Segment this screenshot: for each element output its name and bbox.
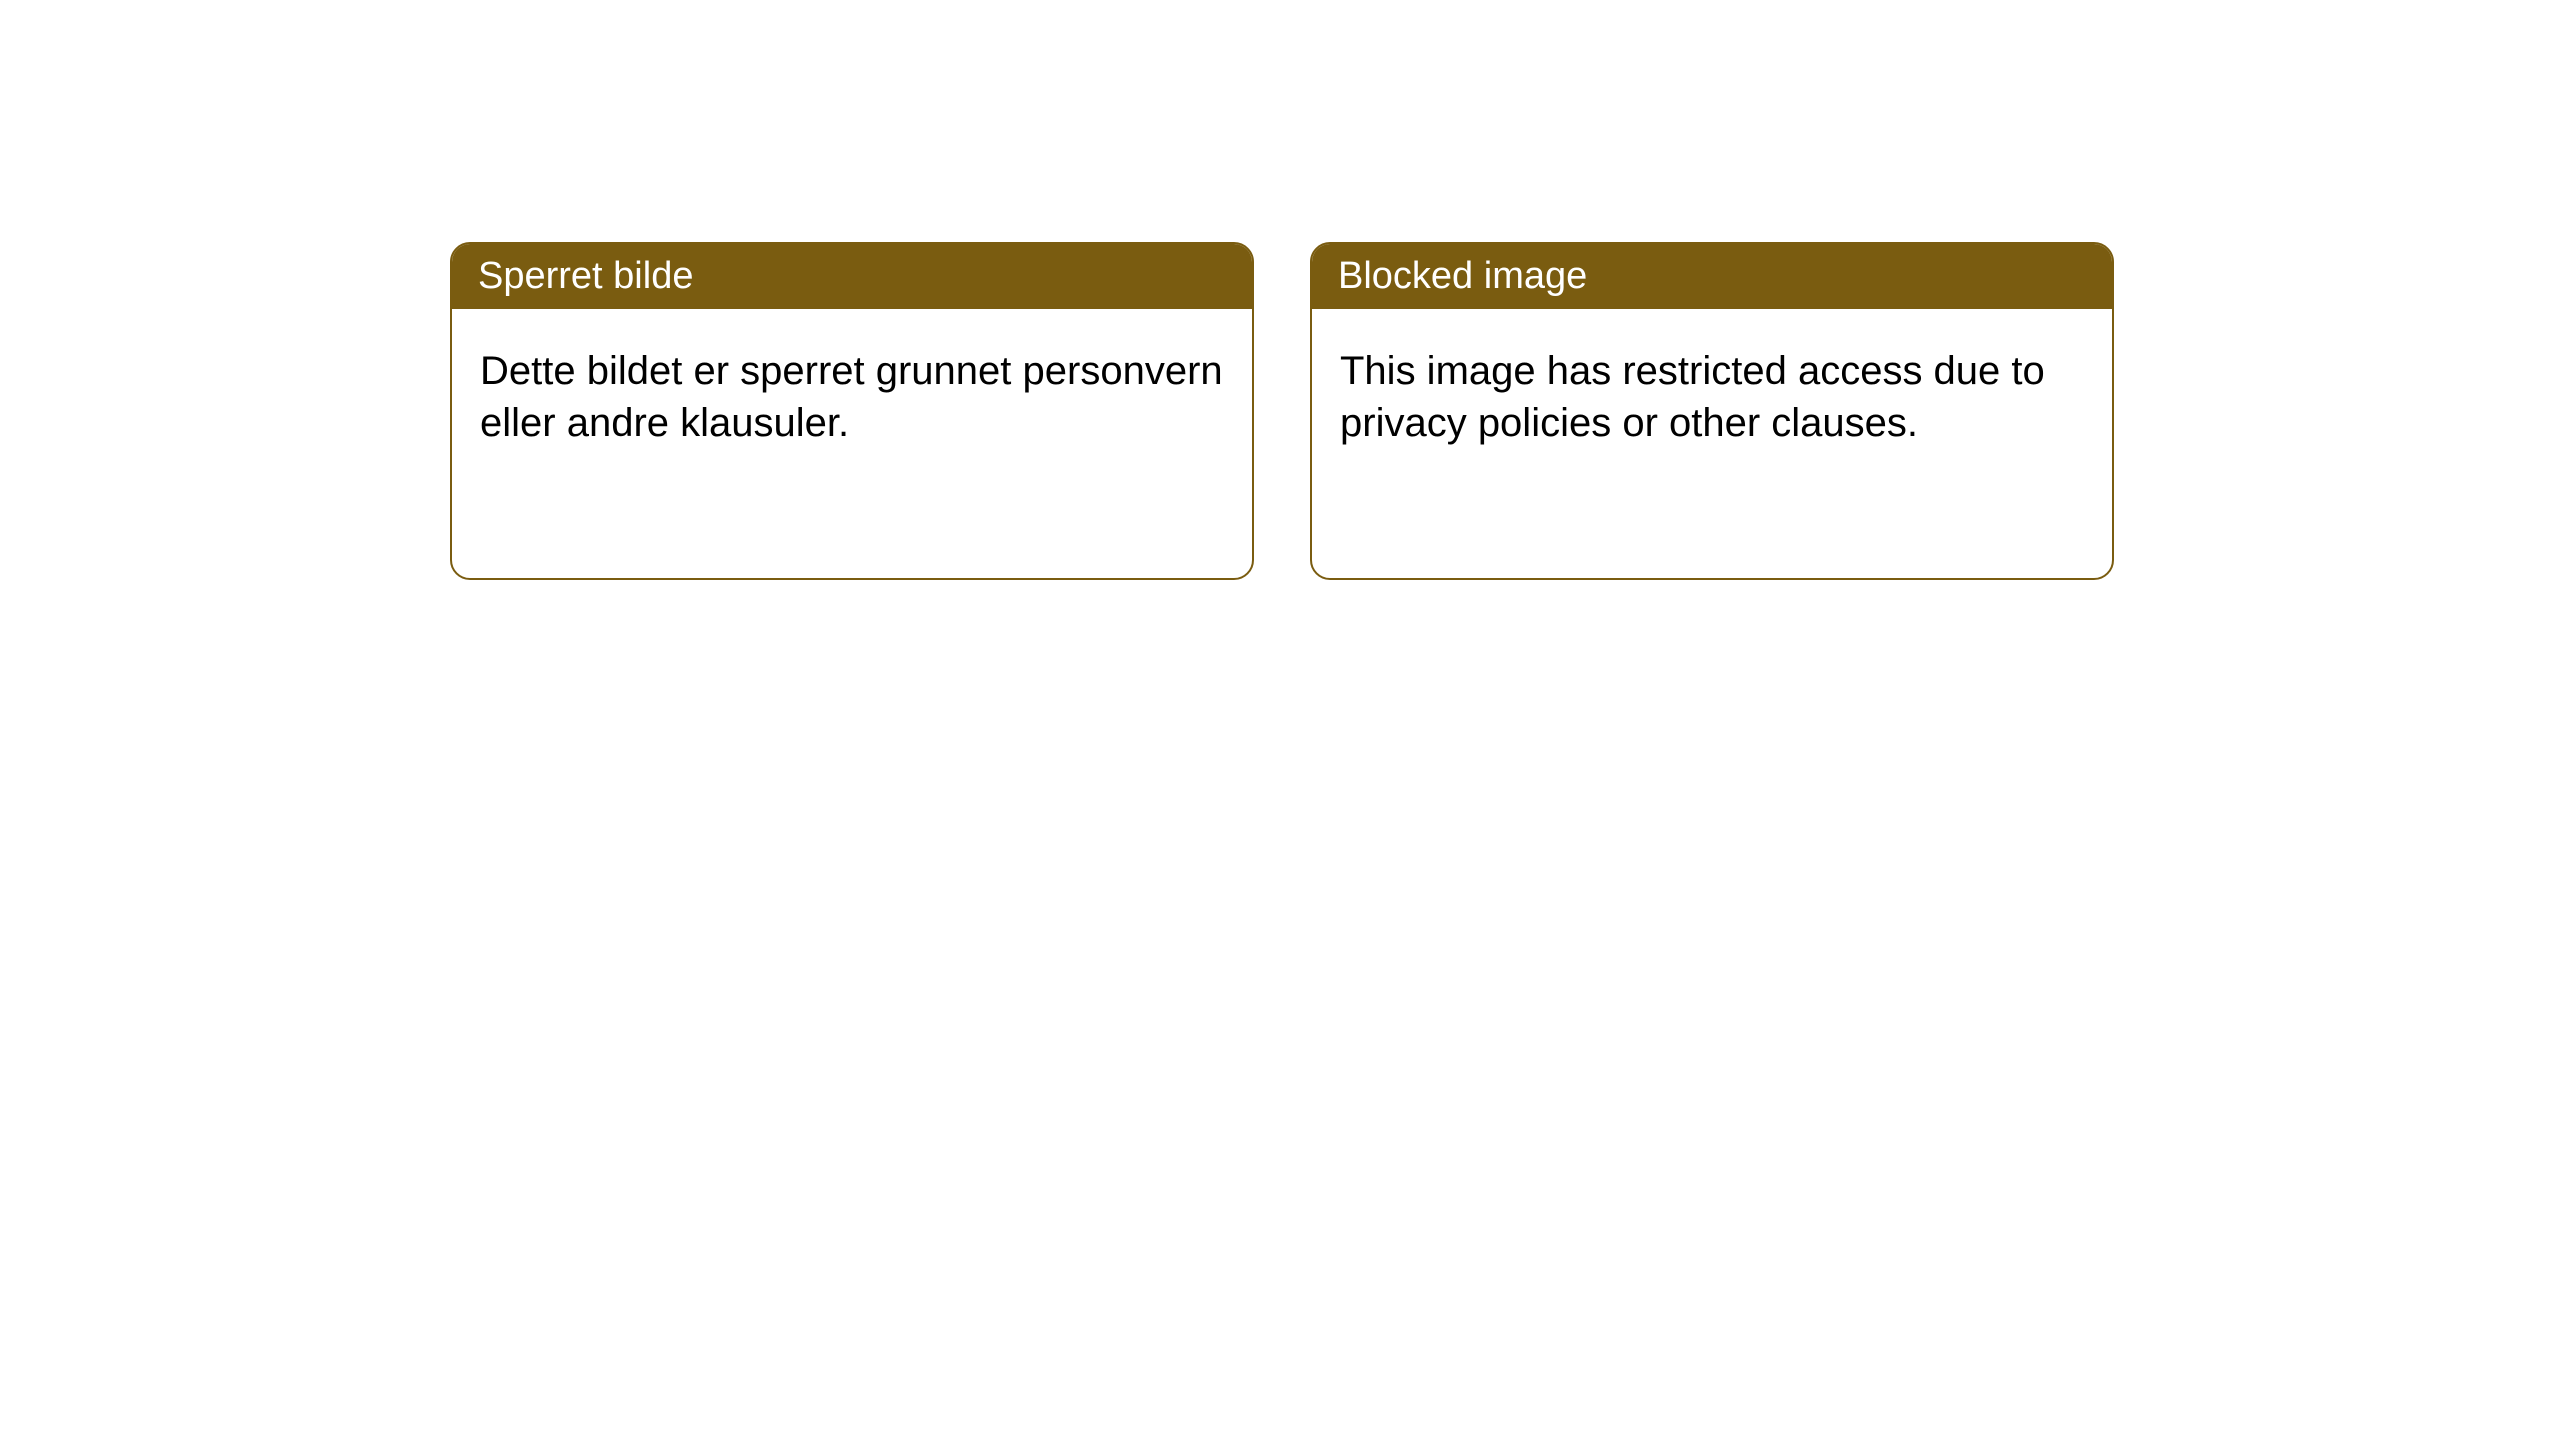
- card-body-no: Dette bildet er sperret grunnet personve…: [452, 309, 1252, 485]
- notice-container: Sperret bilde Dette bildet er sperret gr…: [0, 0, 2560, 580]
- card-body-en: This image has restricted access due to …: [1312, 309, 2112, 485]
- card-header-en: Blocked image: [1312, 244, 2112, 309]
- blocked-image-card-no: Sperret bilde Dette bildet er sperret gr…: [450, 242, 1254, 580]
- card-header-no: Sperret bilde: [452, 244, 1252, 309]
- blocked-image-card-en: Blocked image This image has restricted …: [1310, 242, 2114, 580]
